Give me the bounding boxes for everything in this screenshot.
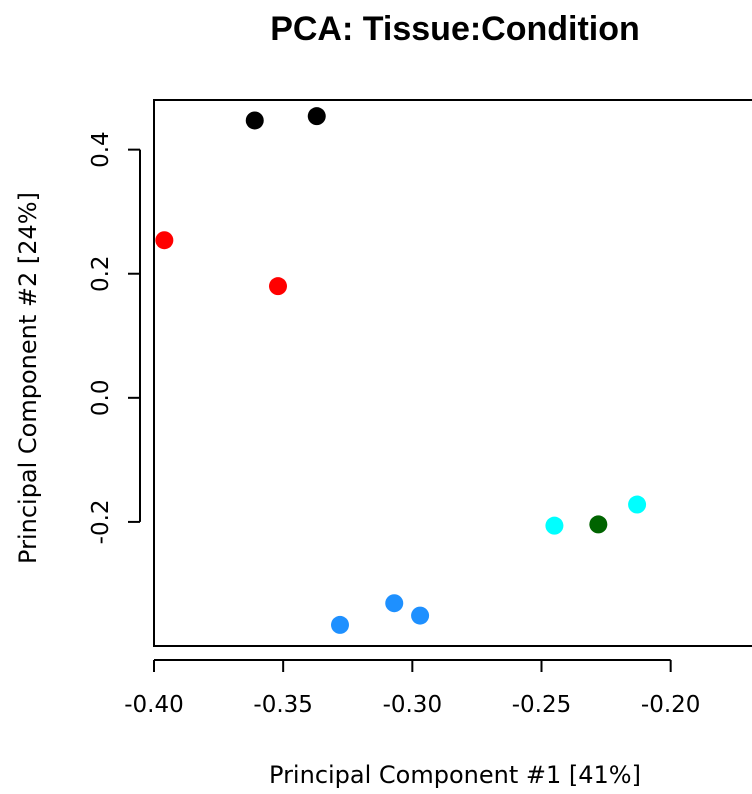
data-point xyxy=(411,606,430,625)
y-axis-label: Principal Component #2 [24%] xyxy=(14,192,42,564)
x-tick-label: -0.25 xyxy=(512,692,572,718)
data-point xyxy=(269,277,287,296)
x-tick-label: -0.40 xyxy=(124,692,184,718)
data-point xyxy=(628,495,647,514)
data-point xyxy=(331,615,349,634)
data-point xyxy=(307,107,326,126)
y-axis: -0.2 0.0 0.2 0.4 xyxy=(88,131,141,544)
y-tick-label: 0.2 xyxy=(88,255,114,292)
x-axis-label: Principal Component #1 [41%] xyxy=(269,761,641,789)
data-point xyxy=(245,111,264,130)
y-tick-label: 0.4 xyxy=(88,131,114,168)
chart-title: PCA: Tissue:Condition xyxy=(270,10,640,48)
x-tick-label: -0.30 xyxy=(383,692,443,718)
x-axis: -0.40 -0.35 -0.30 -0.25 -0.20 xyxy=(124,659,701,718)
y-tick-label: -0.2 xyxy=(88,499,114,544)
x-tick-label: -0.35 xyxy=(253,692,313,718)
plot-area-border xyxy=(153,99,752,647)
data-point xyxy=(385,594,404,613)
x-tick-label: -0.20 xyxy=(641,692,701,718)
data-point xyxy=(155,231,174,250)
y-tick-label: 0.0 xyxy=(88,380,114,417)
data-point xyxy=(545,516,564,535)
data-points xyxy=(155,107,647,634)
data-point xyxy=(589,515,608,534)
